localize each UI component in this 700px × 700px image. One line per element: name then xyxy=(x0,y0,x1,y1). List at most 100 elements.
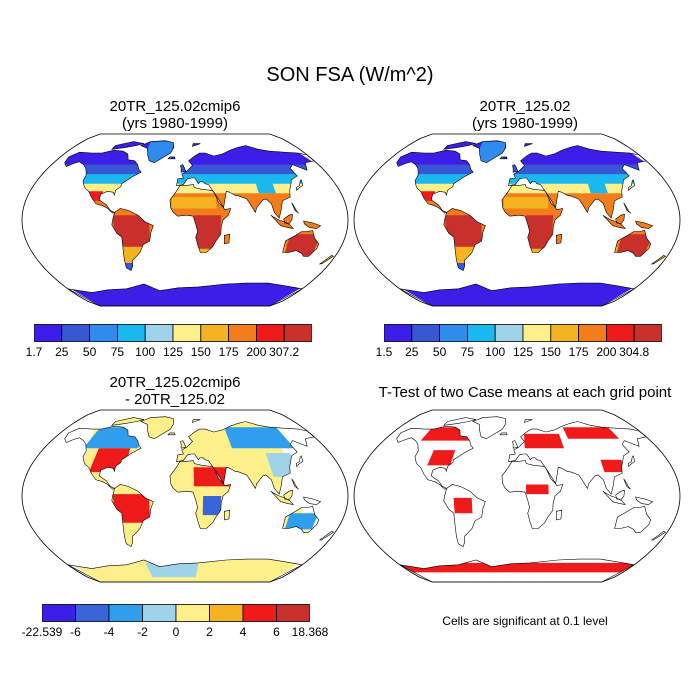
colorbar-box xyxy=(633,324,662,342)
significant-region xyxy=(526,484,549,495)
coastline-samerica xyxy=(111,208,154,272)
coastline-madagascar2 xyxy=(623,478,632,490)
coastline-madagascar2 xyxy=(291,478,300,490)
significant-region xyxy=(427,450,456,466)
significance-note: Cells are significant at 0.1 level xyxy=(442,614,608,628)
colorbar-label: 200 xyxy=(596,345,617,359)
field-region xyxy=(283,234,321,257)
coastline-australia xyxy=(282,506,320,533)
panel-title-case1: 20TR_125.02cmip6 (yrs 1980-1999) xyxy=(0,98,350,132)
colorbar-label: -22.539 xyxy=(21,625,63,639)
coastline-antarctica xyxy=(67,282,304,307)
significant-region xyxy=(397,562,637,573)
colorbar-box xyxy=(522,324,552,342)
coastline-newzealand xyxy=(650,255,667,265)
coastline-japan xyxy=(627,179,636,192)
coastline-japan xyxy=(295,455,304,468)
colorbar-box xyxy=(276,604,310,622)
colorbar-boxes xyxy=(384,324,662,342)
field-region xyxy=(396,282,643,306)
colorbar-label: -4 xyxy=(103,625,115,639)
coastline-newzealand xyxy=(318,255,335,265)
colorbar-box xyxy=(108,604,143,622)
field-region xyxy=(83,427,146,449)
panel-title-case2-line2: (yrs 1980-1999) xyxy=(472,115,578,132)
coastline-samerica xyxy=(443,484,486,548)
significant-region xyxy=(600,459,627,473)
field-region xyxy=(284,513,319,530)
map-ttest xyxy=(353,409,681,583)
colorbar-label: 2 xyxy=(206,625,213,639)
coastline-antarctica xyxy=(399,282,636,307)
coastline-japan xyxy=(627,455,636,468)
panel-title-diff-line2: - 20TR_125.02 xyxy=(124,391,226,408)
map-field xyxy=(396,140,666,306)
colorbar-label: 1.5 xyxy=(375,345,393,359)
panel-title-case1-line2: (yrs 1980-1999) xyxy=(122,115,228,132)
field-region xyxy=(64,282,311,306)
map-border xyxy=(353,133,681,307)
coastline-madagascar2 xyxy=(623,202,632,214)
field-region xyxy=(396,140,654,168)
colorbar-label: 6 xyxy=(273,625,280,639)
map-field xyxy=(64,140,334,306)
coastline-japan xyxy=(295,179,304,192)
coastline-svalbard xyxy=(191,143,201,147)
colorbar-box xyxy=(439,324,468,342)
colorbar-label: 0 xyxy=(172,625,180,639)
coastline-namerica xyxy=(64,425,142,490)
coastline-samerica xyxy=(443,208,486,272)
colorbar-box xyxy=(42,604,76,622)
colorbar-case2: 1.5 25 50 75 100 125 150 175 200 304.8 xyxy=(376,324,662,364)
coastline-indonesia xyxy=(602,214,626,230)
colorbar-label: -2 xyxy=(137,625,148,639)
coastline-iceland xyxy=(499,156,508,160)
field-region xyxy=(193,467,230,487)
colorbar-label: 75 xyxy=(460,345,475,359)
coastline-iceland xyxy=(167,432,176,436)
coastline-madagascar xyxy=(223,509,231,521)
coastline-newzealand xyxy=(650,531,667,541)
field-region xyxy=(587,181,608,194)
coastline-borneo xyxy=(615,489,625,501)
colorbar-box xyxy=(209,604,244,622)
colorbar-box xyxy=(117,324,146,342)
main-title: SON FSA (W/m^2) xyxy=(266,64,434,86)
map-case2 xyxy=(353,133,681,307)
panel-title-case1-line1: 20TR_125.02cmip6 xyxy=(109,98,241,115)
coastline-arctic_isl xyxy=(442,141,476,150)
field-region xyxy=(112,215,151,247)
coastline-greenland xyxy=(140,416,175,440)
coastline-svalbard xyxy=(523,419,533,423)
colorbar-box xyxy=(142,604,177,622)
coastline-antarctica xyxy=(67,558,304,583)
coastline-greenland xyxy=(472,140,507,164)
colorbar-label: 1.7 xyxy=(25,345,43,359)
coastline-eurasia xyxy=(176,421,315,495)
field-region xyxy=(503,197,549,209)
coastline-antarctica xyxy=(399,558,636,583)
field-region xyxy=(615,234,653,257)
coastline-australia xyxy=(614,230,652,257)
coastline-borneo xyxy=(283,213,293,225)
colorbar-label: 4 xyxy=(239,625,247,639)
coastline-svalbard xyxy=(523,143,533,147)
colorbar-box xyxy=(34,324,63,342)
colorbar-label: 100 xyxy=(485,345,506,359)
colorbar-box xyxy=(578,324,607,342)
colorbar-label: 50 xyxy=(82,345,97,359)
colorbar-box xyxy=(242,604,277,622)
field-region xyxy=(64,140,322,168)
coastline-madagascar xyxy=(223,233,231,245)
colorbar-label: 150 xyxy=(190,345,211,359)
coastline-namerica xyxy=(396,425,474,490)
coastline-uk xyxy=(180,440,187,449)
colorbar-boxes xyxy=(34,324,312,342)
colorbar-box xyxy=(384,324,413,342)
map-border xyxy=(353,409,681,583)
field-region xyxy=(64,164,331,177)
colorbar-box xyxy=(467,324,496,342)
map-difference xyxy=(21,409,349,583)
panel-title-diff-line1: 20TR_125.02cmip6 xyxy=(109,374,241,391)
significant-region xyxy=(524,433,564,449)
